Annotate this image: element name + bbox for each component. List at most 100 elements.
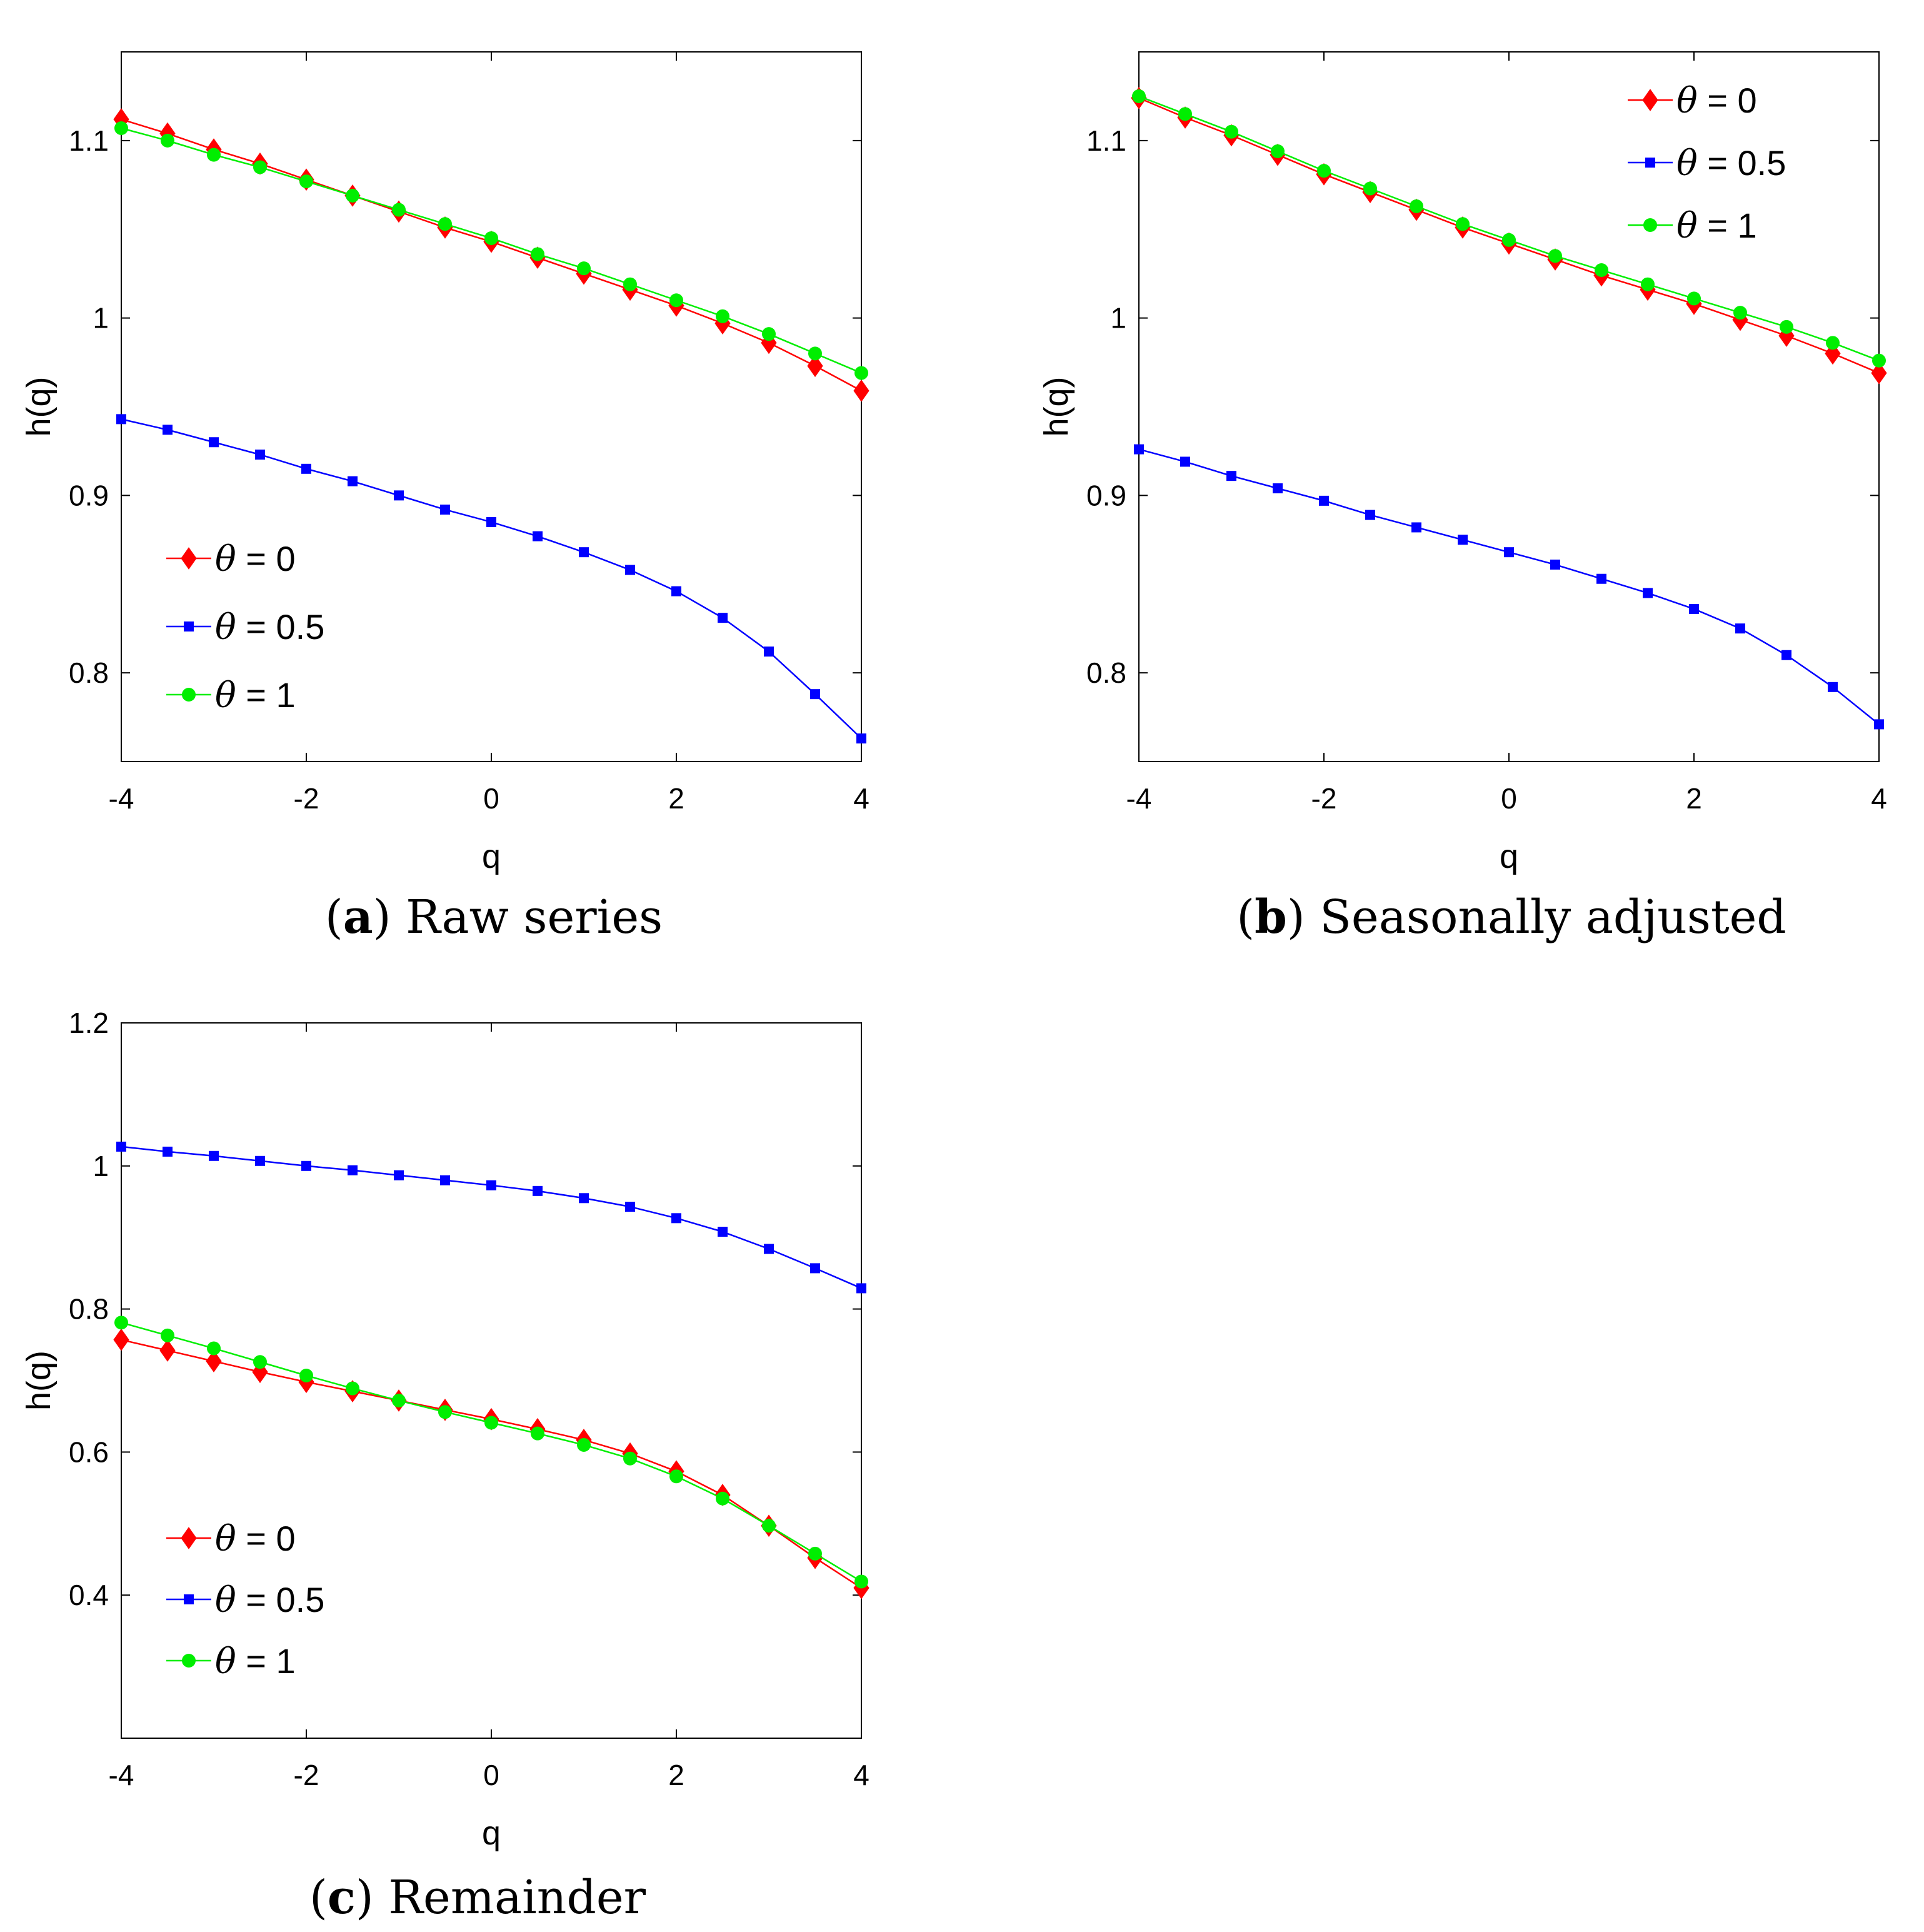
data-point-a-1 — [440, 505, 450, 515]
data-point-c-2 — [392, 1394, 406, 1408]
legend-marker-b-1 — [1645, 158, 1655, 168]
y-tick-label-c: 0.8 — [69, 1293, 109, 1326]
legend-marker-c-1 — [184, 1594, 194, 1604]
x-tick-label-a: 4 — [853, 782, 869, 815]
data-point-c-1 — [163, 1146, 173, 1157]
data-point-b-1 — [1643, 588, 1653, 598]
caption-b: (b) Seasonally adjusted — [1236, 890, 1786, 944]
data-point-c-2 — [207, 1341, 221, 1356]
data-point-a-1 — [116, 414, 126, 425]
data-point-c-1 — [301, 1160, 311, 1171]
data-point-c-2 — [484, 1416, 498, 1430]
data-point-b-1 — [1504, 547, 1514, 558]
data-point-c-2 — [716, 1491, 729, 1506]
data-point-c-1 — [856, 1283, 866, 1294]
data-point-a-2 — [854, 366, 868, 380]
data-point-a-1 — [671, 586, 681, 596]
legend-marker-b-0 — [1642, 89, 1658, 111]
data-point-c-1 — [348, 1165, 358, 1175]
data-point-b-1 — [1226, 471, 1236, 481]
data-point-c-1 — [440, 1175, 450, 1185]
x-tick-label-c: 0 — [483, 1759, 499, 1791]
data-point-c-2 — [669, 1469, 683, 1484]
y-tick-label-a: 0.8 — [69, 657, 109, 689]
data-point-b-1 — [1781, 650, 1791, 660]
data-point-b-2 — [1410, 199, 1423, 213]
data-point-b-2 — [1548, 249, 1562, 263]
legend-label-a-1: θ = 0.5 — [215, 607, 324, 648]
data-point-b-2 — [1502, 233, 1516, 247]
x-tick-label-a: -4 — [109, 782, 134, 815]
data-point-b-1 — [1689, 603, 1699, 614]
caption-a: (a) Raw series — [324, 890, 663, 944]
y-tick-label-a: 0.9 — [69, 479, 109, 511]
data-point-c-1 — [718, 1227, 728, 1237]
data-point-b-0 — [1871, 361, 1887, 385]
x-tick-label-c: 4 — [853, 1759, 869, 1791]
legend-label-a-0: θ = 0 — [215, 539, 296, 580]
caption-b-text: Seasonally adjusted — [1320, 890, 1786, 944]
data-point-a-2 — [808, 346, 822, 361]
data-point-c-1 — [810, 1263, 820, 1274]
x-axis-label-c: q — [482, 1814, 501, 1852]
legend-marker-c-2 — [182, 1654, 196, 1668]
y-tick-label-a: 1.1 — [69, 124, 109, 157]
y-tick-label-c: 0.6 — [69, 1436, 109, 1468]
data-point-a-2 — [253, 160, 267, 174]
data-point-b-2 — [1363, 181, 1377, 196]
data-point-c-0 — [159, 1339, 176, 1362]
legend-marker-a-0 — [181, 547, 197, 570]
x-tick-label-b: 2 — [1686, 782, 1702, 815]
legend-marker-b-2 — [1643, 218, 1657, 232]
data-point-c-2 — [438, 1405, 452, 1419]
data-point-c-2 — [531, 1426, 544, 1441]
y-tick-label-c: 1.2 — [69, 1007, 109, 1039]
legend-label-c-0: θ = 0 — [215, 1519, 296, 1559]
data-point-a-0 — [853, 380, 869, 402]
legend-label-b-2: θ = 1 — [1676, 206, 1757, 246]
y-tick-label-c: 0.4 — [69, 1579, 109, 1611]
y-axis-label-a: h(q) — [20, 376, 58, 436]
data-point-c-0 — [113, 1328, 129, 1351]
data-point-b-1 — [1596, 573, 1606, 584]
y-tick-label-b: 1 — [1110, 302, 1126, 335]
data-point-c-2 — [623, 1451, 637, 1466]
x-tick-label-a: -2 — [294, 782, 319, 815]
data-point-a-1 — [301, 463, 311, 474]
data-point-a-1 — [394, 490, 404, 501]
data-point-c-1 — [533, 1185, 543, 1196]
data-point-a-1 — [255, 450, 265, 460]
data-point-b-1 — [1735, 623, 1745, 634]
caption-a-text: Raw series — [406, 890, 663, 944]
data-point-c-2 — [161, 1328, 174, 1342]
y-axis-label-c: h(q) — [20, 1351, 58, 1411]
data-point-a-2 — [207, 148, 221, 162]
data-point-c-2 — [577, 1437, 591, 1452]
data-point-c-1 — [579, 1193, 589, 1204]
caption-c-label: c — [327, 1871, 356, 1924]
data-point-c-2 — [808, 1546, 822, 1561]
data-point-c-1 — [116, 1141, 126, 1152]
data-point-a-2 — [299, 174, 313, 189]
legend-marker-a-1 — [184, 621, 194, 631]
data-point-a-1 — [163, 425, 173, 435]
data-point-b-1 — [1365, 510, 1375, 520]
x-tick-label-b: 4 — [1871, 782, 1887, 815]
data-point-b-1 — [1458, 535, 1468, 545]
data-point-c-2 — [762, 1519, 776, 1533]
data-point-b-2 — [1271, 144, 1285, 158]
data-point-a-2 — [577, 261, 591, 276]
data-point-c-2 — [346, 1381, 359, 1396]
data-point-b-2 — [1225, 124, 1238, 139]
data-point-c-1 — [764, 1244, 774, 1254]
data-point-b-1 — [1828, 682, 1838, 692]
data-point-a-1 — [486, 516, 496, 527]
data-point-c-2 — [299, 1368, 313, 1382]
y-tick-label-b: 0.9 — [1086, 479, 1126, 511]
data-point-a-2 — [762, 327, 776, 341]
data-point-b-2 — [1641, 277, 1655, 291]
data-point-c-1 — [255, 1155, 265, 1166]
